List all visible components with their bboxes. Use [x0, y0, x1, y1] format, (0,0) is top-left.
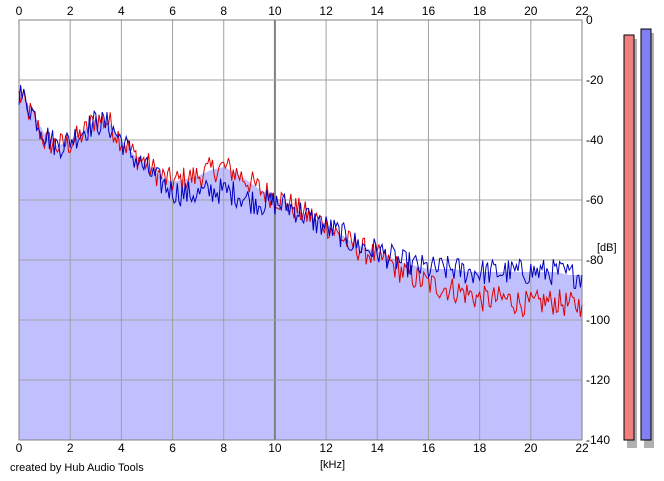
- x-tick-label-top: 20: [524, 4, 538, 18]
- x-tick-label-bottom: 12: [319, 441, 333, 455]
- x-tick-label-bottom: 18: [473, 441, 487, 455]
- x-tick-label-top: 8: [220, 4, 227, 18]
- x-tick-label-top: 16: [422, 4, 436, 18]
- x-tick-label-bottom: 10: [268, 441, 282, 455]
- level-meters: [623, 28, 654, 448]
- x-tick-label-top: 22: [575, 4, 589, 18]
- level-meter-left: [623, 34, 635, 441]
- x-tick-label-top: 14: [371, 4, 385, 18]
- x-tick-label-bottom: 20: [524, 441, 538, 455]
- x-tick-label-top: 0: [16, 4, 23, 18]
- y-tick-label: -20: [586, 73, 604, 87]
- x-axis-unit-label: [kHz]: [320, 459, 345, 471]
- x-tick-label-bottom: 6: [169, 441, 176, 455]
- y-tick-label: -80: [586, 253, 604, 267]
- x-tick-label-bottom: 0: [16, 441, 23, 455]
- spectrum-fill-layer: [19, 20, 582, 440]
- x-tick-label-bottom: 8: [220, 441, 227, 455]
- plot-border: [18, 19, 583, 441]
- tick-labels-layer: 002244668810101212141416161818202022220-…: [16, 4, 611, 455]
- x-tick-label-bottom: 16: [422, 441, 436, 455]
- x-tick-label-bottom: 14: [371, 441, 385, 455]
- y-axis-unit-label: [dB]: [597, 242, 617, 254]
- x-tick-label-bottom: 4: [118, 441, 125, 455]
- x-tick-label-top: 2: [67, 4, 74, 18]
- y-tick-label: -60: [586, 193, 604, 207]
- series-layer: [18, 84, 583, 318]
- x-tick-label-top: 4: [118, 4, 125, 18]
- level-meter-right: [640, 28, 652, 441]
- x-tick-label-top: 18: [473, 4, 487, 18]
- x-tick-label-top: 12: [319, 4, 333, 18]
- y-tick-label: 0: [586, 13, 593, 27]
- x-tick-label-top: 10: [268, 4, 282, 18]
- x-tick-label-bottom: 22: [575, 441, 589, 455]
- x-tick-label-top: 6: [169, 4, 176, 18]
- credit-text: created by Hub Audio Tools: [10, 462, 144, 474]
- series-line-0: [18, 89, 583, 318]
- spectrum-envelope-fill: [19, 92, 582, 440]
- x-tick-label-bottom: 2: [67, 441, 74, 455]
- series-line-1: [18, 84, 583, 289]
- y-tick-label: -140: [586, 433, 610, 447]
- grid-layer: [18, 19, 583, 441]
- y-tick-label: -120: [586, 373, 610, 387]
- y-tick-label: -40: [586, 133, 604, 147]
- y-tick-label: -100: [586, 313, 610, 327]
